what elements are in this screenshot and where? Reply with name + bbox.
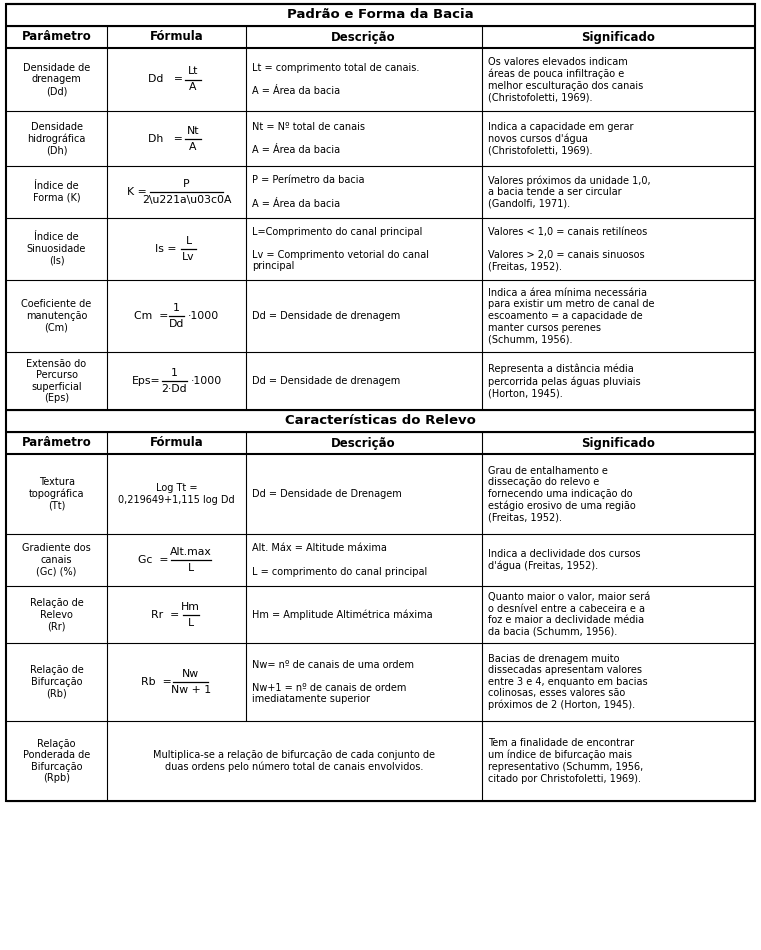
- Text: Nt = Nº total de canais

A = Área da bacia: Nt = Nº total de canais A = Área da baci…: [252, 122, 365, 155]
- Text: Indica a declividade dos cursos
d'água (Freitas, 1952).: Indica a declividade dos cursos d'água (…: [488, 549, 640, 571]
- Text: 1: 1: [173, 303, 180, 313]
- Text: Densidade de
drenagem
(Dd): Densidade de drenagem (Dd): [23, 63, 91, 96]
- Text: Dd: Dd: [169, 319, 184, 329]
- Text: Fórmula: Fórmula: [149, 436, 203, 449]
- Text: Alt. Máx = Altitude máxima

L = comprimento do canal principal: Alt. Máx = Altitude máxima L = comprimen…: [252, 543, 427, 577]
- Text: Alt.max: Alt.max: [170, 547, 212, 557]
- Text: P = Perímetro da bacia

A = Área da bacia: P = Perímetro da bacia A = Área da bacia: [252, 176, 365, 209]
- Text: A: A: [189, 142, 196, 151]
- Text: Rb  =: Rb =: [141, 677, 171, 687]
- Text: K =: K =: [126, 187, 146, 197]
- Text: Hm = Amplitude Altimétrica máxima: Hm = Amplitude Altimétrica máxima: [252, 609, 432, 619]
- Text: Fórmula: Fórmula: [149, 30, 203, 44]
- Text: Textura
topográfica
(Tt): Textura topográfica (Tt): [29, 477, 84, 511]
- Text: Gradiente dos
canais
(Gc) (%): Gradiente dos canais (Gc) (%): [22, 543, 91, 577]
- Text: Gc  =: Gc =: [139, 555, 169, 565]
- Text: ·1000: ·1000: [188, 311, 219, 321]
- Text: Características do Relevo: Características do Relevo: [285, 414, 476, 428]
- Text: Eps=: Eps=: [132, 376, 161, 386]
- Bar: [6, 4, 755, 801]
- Text: Lv: Lv: [183, 252, 195, 262]
- Text: Dd = Densidade de drenagem: Dd = Densidade de drenagem: [252, 376, 400, 386]
- Text: L=Comprimento do canal principal

Lv = Comprimento vetorial do canal
principal: L=Comprimento do canal principal Lv = Co…: [252, 227, 428, 272]
- Text: Lt: Lt: [187, 66, 198, 77]
- Text: Is =: Is =: [154, 244, 177, 254]
- Bar: [6, 4, 755, 801]
- Text: Bacias de drenagem muito
dissecadas apresentam valores
entre 3 e 4, enquanto em : Bacias de drenagem muito dissecadas apre…: [488, 654, 648, 711]
- Text: Relação de
Relevo
(Rr): Relação de Relevo (Rr): [30, 598, 84, 631]
- Text: Nt: Nt: [186, 125, 199, 136]
- Text: Descrição: Descrição: [331, 436, 396, 449]
- Text: Coeficiente de
manutenção
(Cm): Coeficiente de manutenção (Cm): [21, 299, 91, 332]
- Text: Log Tt =
0,219649+1,115 log Dd: Log Tt = 0,219649+1,115 log Dd: [118, 484, 234, 504]
- Text: Relação
Ponderada de
Bifurcação
(Rpb): Relação Ponderada de Bifurcação (Rpb): [23, 738, 91, 784]
- Text: 1: 1: [171, 368, 178, 378]
- Text: Parâmetro: Parâmetro: [21, 30, 91, 44]
- Text: Padrão e Forma da Bacia: Padrão e Forma da Bacia: [287, 9, 474, 22]
- Text: Nw= nº de canais de uma ordem

Nw+1 = nº de canais de ordem
imediatamente superi: Nw= nº de canais de uma ordem Nw+1 = nº …: [252, 659, 414, 704]
- Text: Cm  =: Cm =: [134, 311, 168, 321]
- Text: L: L: [186, 236, 192, 246]
- Text: Significado: Significado: [581, 436, 655, 449]
- Text: Dd = Densidade de drenagem: Dd = Densidade de drenagem: [252, 311, 400, 321]
- Text: Grau de entalhamento e
dissecação do relevo e
fornecendo uma indicação do
estági: Grau de entalhamento e dissecação do rel…: [488, 466, 635, 522]
- Text: Significado: Significado: [581, 30, 655, 44]
- Text: P: P: [183, 179, 190, 189]
- Text: Dh   =: Dh =: [148, 134, 183, 143]
- Text: Descrição: Descrição: [331, 30, 396, 44]
- Text: Nw: Nw: [182, 669, 199, 679]
- Text: Valores < 1,0 = canais retilíneos

Valores > 2,0 = canais sinuosos
(Freitas, 195: Valores < 1,0 = canais retilíneos Valore…: [488, 227, 647, 272]
- Text: Indica a capacidade em gerar
novos cursos d'água
(Christofoletti, 1969).: Indica a capacidade em gerar novos curso…: [488, 122, 633, 156]
- Text: Nw + 1: Nw + 1: [170, 685, 211, 695]
- Text: Índice de
Sinuosidade
(Is): Índice de Sinuosidade (Is): [27, 233, 86, 266]
- Text: Extensão do
Percurso
superficial
(Eps): Extensão do Percurso superficial (Eps): [27, 358, 87, 404]
- Text: ·1000: ·1000: [191, 376, 222, 386]
- Text: Multiplica-se a relação de bifurcação de cada conjunto de
duas ordens pelo númer: Multiplica-se a relação de bifurcação de…: [154, 750, 435, 772]
- Text: Dd = Densidade de Drenagem: Dd = Densidade de Drenagem: [252, 489, 402, 499]
- Text: Valores próximos da unidade 1,0,
a bacia tende a ser circular
(Gandolfi, 1971).: Valores próximos da unidade 1,0, a bacia…: [488, 175, 650, 209]
- Text: 2·Dd: 2·Dd: [161, 384, 187, 394]
- Text: Parâmetro: Parâmetro: [21, 436, 91, 449]
- Text: Hm: Hm: [181, 601, 200, 612]
- Text: Relação de
Bifurcação
(Rb): Relação de Bifurcação (Rb): [30, 665, 84, 698]
- Text: Tem a finalidade de encontrar
um índice de bifurcação mais
representativo (Schum: Tem a finalidade de encontrar um índice …: [488, 738, 643, 784]
- Text: Lt = comprimento total de canais.

A = Área da bacia: Lt = comprimento total de canais. A = Ár…: [252, 63, 419, 96]
- Text: Quanto maior o valor, maior será
o desnível entre a cabeceira e a
foz e maior a : Quanto maior o valor, maior será o desní…: [488, 592, 650, 637]
- Text: Densidade
hidrográfica
(Dh): Densidade hidrográfica (Dh): [27, 122, 86, 156]
- Text: Os valores elevados indicam
áreas de pouca infiltração e
melhor esculturação dos: Os valores elevados indicam áreas de pou…: [488, 57, 643, 103]
- Text: L: L: [188, 563, 194, 573]
- Text: A: A: [189, 83, 196, 92]
- Text: 2\u221a\u03c0A: 2\u221a\u03c0A: [142, 195, 231, 205]
- Text: Dd   =: Dd =: [148, 74, 183, 85]
- Text: Índice de
Forma (K): Índice de Forma (K): [33, 181, 81, 202]
- Text: Indica a área mínima necessária
para existir um metro de canal de
escoamento = a: Indica a área mínima necessária para exi…: [488, 288, 654, 344]
- Text: Representa a distância média
percorrida pelas águas pluviais
(Horton, 1945).: Representa a distância média percorrida …: [488, 364, 640, 398]
- Text: L: L: [188, 618, 194, 628]
- Text: Rr  =: Rr =: [151, 610, 180, 619]
